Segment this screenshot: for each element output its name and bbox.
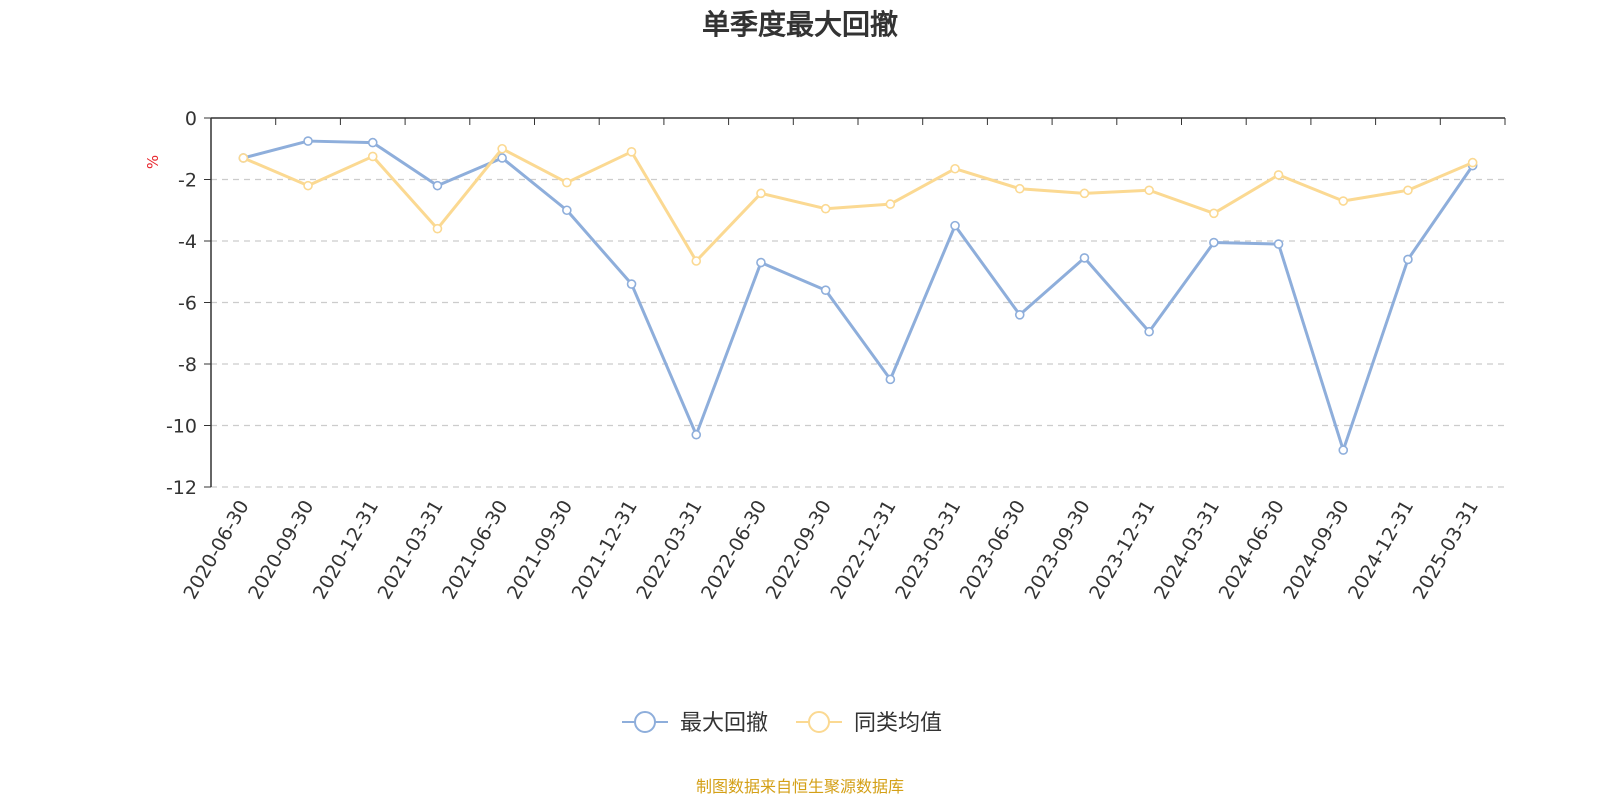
y-axis-unit: % xyxy=(144,155,162,169)
x-tick-label: 2020-09-30 xyxy=(244,497,318,604)
data-point[interactable] xyxy=(562,177,572,188)
data-point[interactable] xyxy=(432,223,443,234)
y-tick-label: -8 xyxy=(178,354,197,376)
data-point[interactable] xyxy=(1338,196,1349,206)
series-lines xyxy=(238,136,1478,455)
series-max-drawdown xyxy=(238,136,1478,455)
source-note: 制图数据来自恒生聚源数据库 xyxy=(696,777,904,796)
data-point[interactable] xyxy=(885,199,896,209)
data-point[interactable] xyxy=(1014,309,1025,320)
data-point[interactable] xyxy=(691,256,702,266)
data-point[interactable] xyxy=(885,374,896,385)
data-point[interactable] xyxy=(497,153,507,163)
legend[interactable]: 最大回撤 同类均值 xyxy=(622,711,942,736)
chart-title: 单季度最大回撤 xyxy=(702,8,898,41)
data-point[interactable] xyxy=(1403,254,1413,265)
data-point[interactable] xyxy=(367,137,378,148)
data-point[interactable] xyxy=(820,285,831,296)
data-point[interactable] xyxy=(238,153,249,163)
x-tick-label: 2023-03-31 xyxy=(891,497,965,604)
data-point[interactable] xyxy=(1014,183,1025,194)
y-tick-label: -4 xyxy=(178,231,197,253)
data-point[interactable] xyxy=(756,188,766,199)
y-tick-label: -2 xyxy=(178,170,197,192)
data-point[interactable] xyxy=(1273,239,1284,249)
x-tick-label: 2021-12-31 xyxy=(568,497,642,604)
series-line-max-drawdown xyxy=(242,139,1474,452)
data-point[interactable] xyxy=(1079,253,1090,263)
data-point[interactable] xyxy=(626,147,637,157)
data-point[interactable] xyxy=(1209,208,1219,219)
x-tick-label: 2021-09-30 xyxy=(503,497,577,604)
data-point[interactable] xyxy=(1338,445,1349,455)
data-point[interactable] xyxy=(691,429,702,440)
series-category-average xyxy=(238,143,1478,266)
x-tick-label: 2022-03-31 xyxy=(632,497,706,604)
x-tick-label: 2021-03-31 xyxy=(374,497,448,604)
data-point[interactable] xyxy=(432,180,443,191)
y-tick-label: -6 xyxy=(178,293,197,315)
data-point[interactable] xyxy=(1144,185,1154,196)
axes: 0 -2 -4 -6 -8 -10 -122020-06-302020-09-302020-… xyxy=(166,108,1506,604)
data-point[interactable] xyxy=(756,257,766,268)
data-point[interactable] xyxy=(1079,188,1090,199)
x-tick-label: 2024-06-30 xyxy=(1215,497,1289,604)
data-point[interactable] xyxy=(1209,237,1219,248)
x-tick-label: 2024-12-31 xyxy=(1344,497,1418,604)
data-point[interactable] xyxy=(1403,185,1413,196)
legend-label: 最大回撤 xyxy=(680,711,768,736)
x-tick-label: 2023-09-30 xyxy=(1021,497,1095,604)
x-tick-label: 2023-12-31 xyxy=(1085,497,1159,604)
x-tick-label: 2024-09-30 xyxy=(1279,497,1353,604)
legend-marker-icon xyxy=(634,711,656,733)
data-point[interactable] xyxy=(303,136,313,146)
x-tick-label: 2024-03-31 xyxy=(1150,497,1224,604)
x-tick-label: 2022-06-30 xyxy=(697,497,771,604)
data-point[interactable] xyxy=(303,180,313,191)
x-tick-label: 2022-09-30 xyxy=(762,497,836,604)
data-point[interactable] xyxy=(1273,170,1284,180)
data-point[interactable] xyxy=(1144,326,1154,337)
legend-marker-icon xyxy=(808,711,830,733)
legend-item-category-average[interactable]: 同类均值 xyxy=(796,711,942,736)
legend-label: 同类均值 xyxy=(854,711,942,736)
y-tick-label: -10 xyxy=(166,416,197,438)
data-point[interactable] xyxy=(820,203,831,214)
data-point[interactable] xyxy=(497,143,507,154)
data-point[interactable] xyxy=(626,279,637,289)
data-point[interactable] xyxy=(950,220,960,231)
series-line-category-average xyxy=(242,147,1474,263)
data-point[interactable] xyxy=(367,151,378,162)
x-tick-label: 2020-12-31 xyxy=(309,497,383,604)
data-point[interactable] xyxy=(1467,157,1478,168)
y-tick-label: 0 xyxy=(185,108,197,130)
x-tick-label: 2023-06-30 xyxy=(956,497,1030,604)
legend-item-max-drawdown[interactable]: 最大回撤 xyxy=(622,711,768,736)
y-tick-label: -12 xyxy=(166,477,197,499)
x-tick-label: 2022-12-31 xyxy=(826,497,900,604)
x-tick-label: 2021-06-30 xyxy=(438,497,512,604)
data-point[interactable] xyxy=(950,163,960,174)
x-tick-label: 2020-06-30 xyxy=(179,497,253,604)
data-point[interactable] xyxy=(562,205,572,216)
x-tick-label: 2025-03-31 xyxy=(1409,497,1483,604)
